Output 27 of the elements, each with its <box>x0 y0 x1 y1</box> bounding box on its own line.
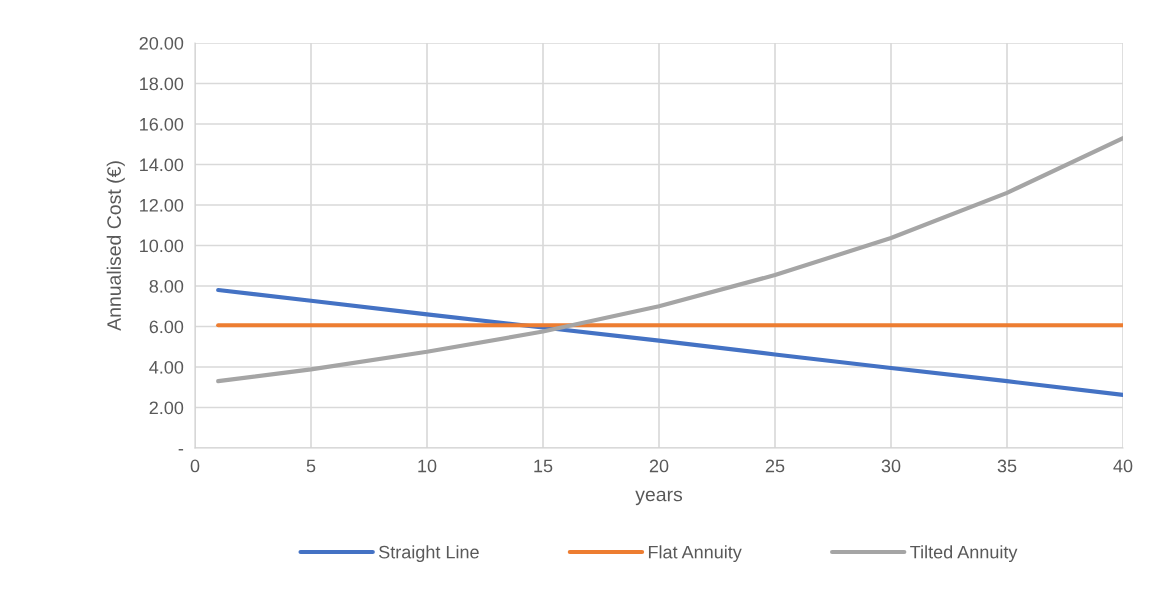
legend-label: Tilted Annuity <box>910 545 1018 563</box>
x-tick-label: 0 <box>190 459 200 473</box>
x-tick-label: 25 <box>765 459 785 473</box>
x-tick-label: 5 <box>306 459 316 473</box>
legend-label: Straight Line <box>379 545 479 563</box>
y-tick-label: 8.00 <box>149 279 184 293</box>
y-tick-label: 2.00 <box>149 401 184 415</box>
line-series <box>216 287 1123 398</box>
y-tick-label: 12.00 <box>140 198 184 212</box>
y-tick-label: 4.00 <box>149 360 184 374</box>
x-tick-label: 35 <box>997 459 1017 473</box>
y-tick-label: 20.00 <box>139 36 184 50</box>
line-series <box>216 136 1123 384</box>
x-axis-title: years <box>635 490 683 506</box>
y-tick-label: - <box>178 449 184 451</box>
x-tick-label: 15 <box>534 459 553 473</box>
y-axis-title: Annualised Cost (€) <box>106 161 125 331</box>
y-tick-label: 6.00 <box>149 320 184 334</box>
legend-label: Flat Annuity <box>648 545 742 563</box>
x-tick-label: 40 <box>1113 459 1133 473</box>
y-tick-label: 14.00 <box>140 158 184 172</box>
x-tick-label: 10 <box>418 459 437 473</box>
x-tick-label: 20 <box>649 459 669 473</box>
y-tick-label: 10.00 <box>140 239 184 253</box>
y-tick-label: 18.00 <box>140 77 184 91</box>
x-tick-label: 30 <box>881 459 901 473</box>
y-tick-label: 16.00 <box>140 117 184 131</box>
